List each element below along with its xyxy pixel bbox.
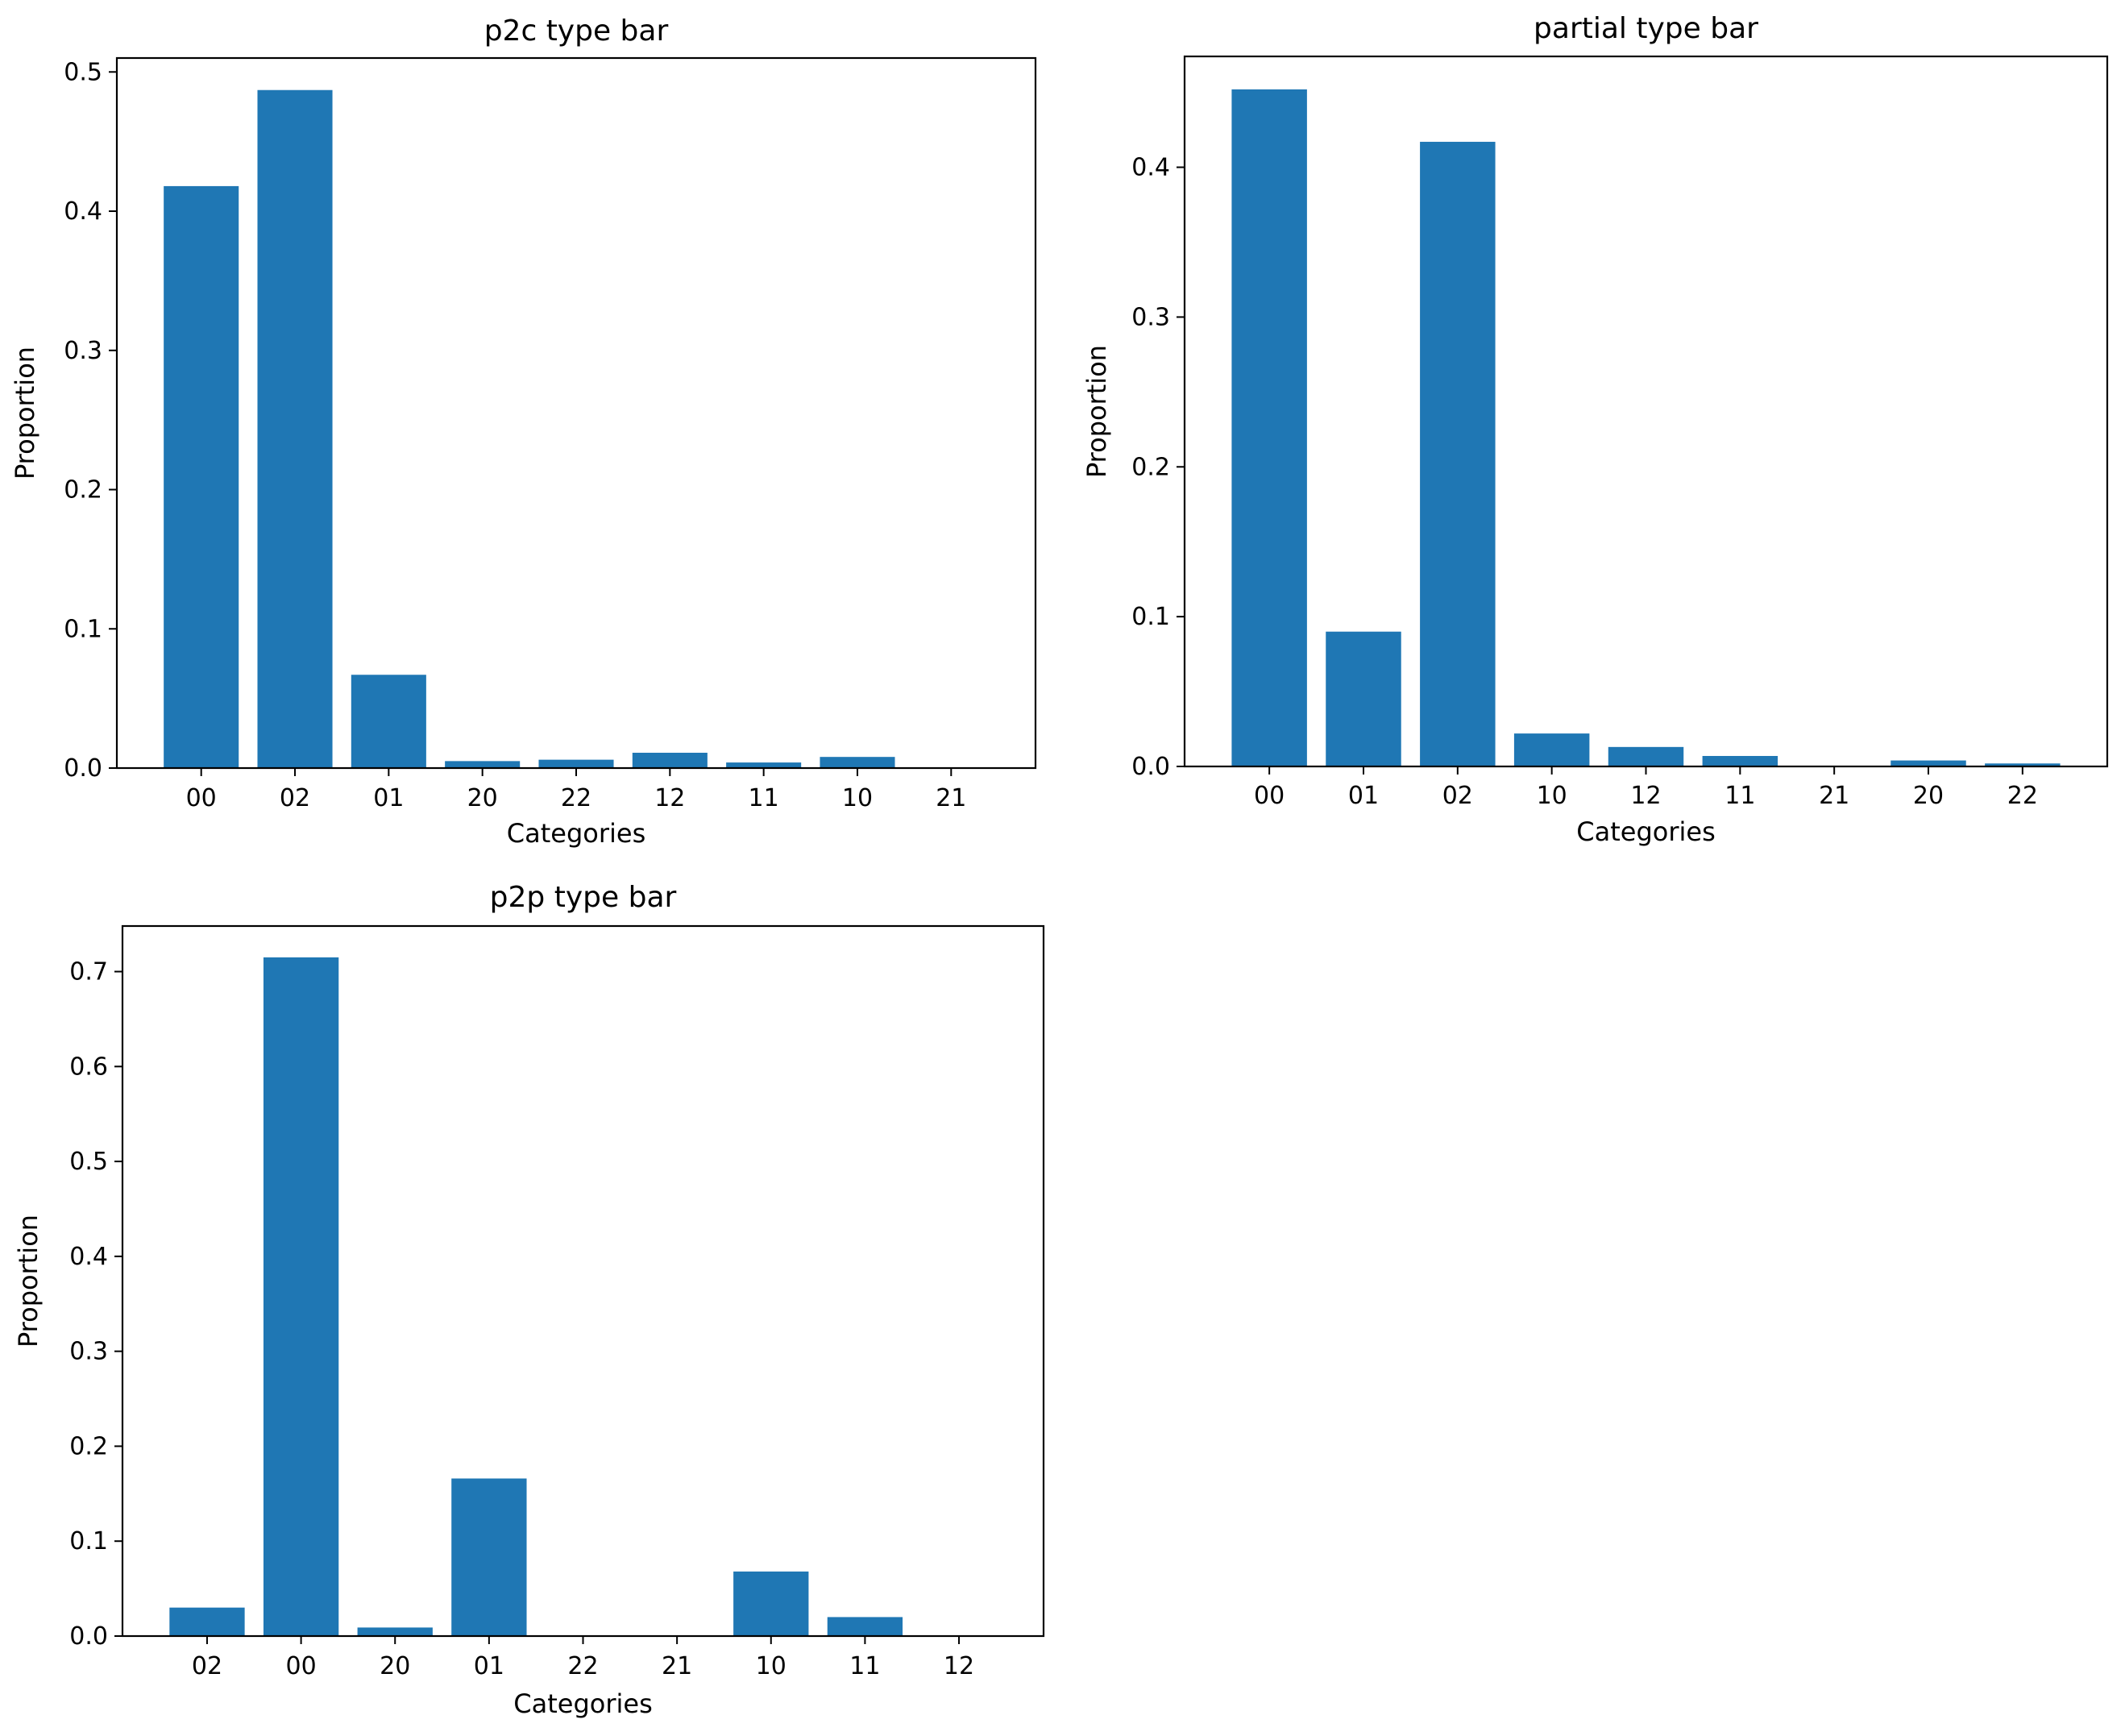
bar-11 <box>1702 755 1778 766</box>
y-tick-label: 0.7 <box>69 958 108 986</box>
x-tick-label: 02 <box>1442 782 1473 810</box>
y-axis-label: Proportion <box>1081 345 1112 478</box>
x-tick-label: 01 <box>1348 782 1379 810</box>
y-tick-label: 0.6 <box>69 1053 108 1081</box>
x-tick-label: 11 <box>849 1652 880 1680</box>
chart-svg: 0.0 0.1 0.2 0.3 0.4 0.5 00 02 01 20 22 12 11 10 21 p2c … <box>10 15 1037 849</box>
x-tick-label: 21 <box>1819 782 1849 810</box>
x-tick-label: 01 <box>373 784 404 812</box>
y-tick-label: 0.3 <box>1131 303 1170 331</box>
bar-02 <box>169 1607 245 1636</box>
bar-10 <box>1513 733 1590 766</box>
bar-00 <box>1231 89 1307 766</box>
y-tick-label: 0.1 <box>69 1527 108 1555</box>
y-tick-label: 0.4 <box>64 197 102 226</box>
x-tick-label: 10 <box>1537 782 1567 810</box>
x-tick-label: 11 <box>749 784 779 812</box>
x-tick-label: 22 <box>561 784 591 812</box>
x-tick-label: 00 <box>1254 782 1285 810</box>
y-tick-label: 0.3 <box>69 1338 108 1366</box>
x-tick-label: 20 <box>467 784 498 812</box>
chart-svg: 0.0 0.1 0.2 0.3 0.4 0.5 0.6 0.7 02 00 20 01 22 21 10 11… <box>13 881 1045 1719</box>
x-axis-label: Categories <box>1576 816 1715 847</box>
chart-title: partial type bar <box>1534 12 1758 45</box>
chart-svg: 0.0 0.1 0.2 0.3 0.4 00 01 02 10 12 11 21 20 22 partial… <box>1081 12 2109 847</box>
bar-10 <box>820 757 895 768</box>
x-tick-label: 10 <box>756 1652 786 1680</box>
x-tick-label: 01 <box>474 1652 504 1680</box>
chart-p2c: 0.0 0.1 0.2 0.3 0.4 0.5 00 02 01 20 22 12 11 10 21 p2c … <box>0 0 1048 862</box>
y-axis-label: Proportion <box>13 1215 44 1348</box>
y-tick-label: 0.4 <box>69 1243 108 1271</box>
bar-00 <box>164 185 239 769</box>
y-tick-label: 0.2 <box>64 476 102 505</box>
x-tick-label: 10 <box>842 784 873 812</box>
bar-20 <box>1891 760 1966 766</box>
x-tick-label: 12 <box>1630 782 1661 810</box>
y-tick-label: 0.0 <box>64 754 102 783</box>
x-tick-label: 02 <box>280 784 310 812</box>
x-tick-label: 12 <box>944 1652 974 1680</box>
chart-title: p2c type bar <box>484 15 669 48</box>
y-tick-label: 0.2 <box>1131 453 1170 481</box>
chart-title: p2p type bar <box>490 881 677 914</box>
bar-02 <box>1420 141 1496 766</box>
bar-02 <box>257 89 333 768</box>
y-axis-label: Proportion <box>10 347 40 480</box>
plot-frame <box>115 56 1037 770</box>
x-tick-label: 22 <box>567 1652 598 1680</box>
y-tick-label: 0.2 <box>69 1432 108 1460</box>
x-tick-label: 21 <box>936 784 966 812</box>
y-tick-label: 0.5 <box>64 58 102 86</box>
bar-10 <box>733 1571 809 1636</box>
y-tick-label: 0.1 <box>1131 603 1170 631</box>
x-tick-label: 20 <box>380 1652 410 1680</box>
bar-00 <box>263 957 339 1636</box>
x-axis-label: Categories <box>513 1688 652 1719</box>
bar-12 <box>632 752 708 768</box>
bar-22 <box>1985 763 2061 766</box>
y-tick-label: 0.0 <box>1131 753 1170 781</box>
x-tick-label: 12 <box>654 784 685 812</box>
bar-22 <box>538 759 614 768</box>
x-axis-label: Categories <box>507 818 645 849</box>
x-tick-label: 20 <box>1913 782 1944 810</box>
bar-11 <box>827 1617 903 1636</box>
x-tick-label: 21 <box>662 1652 692 1680</box>
plot-frame <box>121 924 1045 1638</box>
y-tick-label: 0.0 <box>69 1622 108 1651</box>
chart-p2p: 0.0 0.1 0.2 0.3 0.4 0.5 0.6 0.7 02 00 20 01 22 21 10 11… <box>0 870 1056 1736</box>
x-tick-label: 00 <box>286 1652 317 1680</box>
y-tick-label: 0.4 <box>1131 154 1170 182</box>
x-tick-label: 22 <box>2007 782 2038 810</box>
x-tick-label: 11 <box>1724 782 1755 810</box>
bar-01 <box>351 675 426 768</box>
bar-01 <box>1326 631 1401 766</box>
plot-frame <box>1183 55 2109 768</box>
y-tick-label: 0.5 <box>69 1148 108 1176</box>
bar-11 <box>726 762 802 768</box>
x-tick-label: 02 <box>192 1652 222 1680</box>
bar-20 <box>357 1627 433 1636</box>
y-tick-label: 0.1 <box>64 615 102 643</box>
x-tick-label: 00 <box>186 784 217 812</box>
bar-01 <box>451 1478 527 1636</box>
chart-partial: 0.0 0.1 0.2 0.3 0.4 00 01 02 10 12 11 21 20 22 partial… <box>1072 0 2119 862</box>
bar-20 <box>445 761 521 768</box>
y-tick-label: 0.3 <box>64 337 102 365</box>
bar-12 <box>1608 746 1684 766</box>
